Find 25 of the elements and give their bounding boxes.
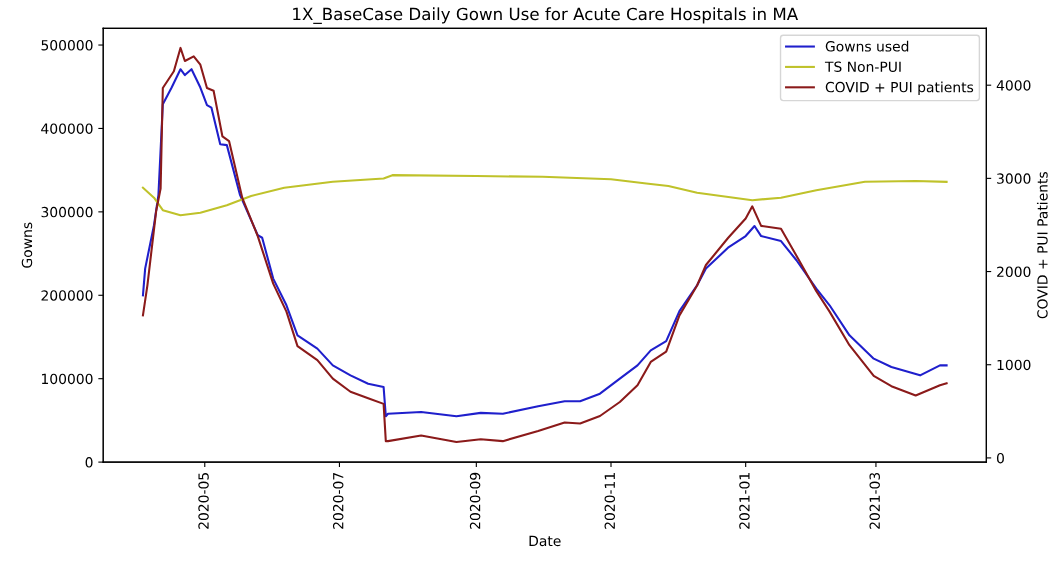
y2-axis-title: COVID + PUI Patients — [1036, 172, 1048, 319]
y2-tick-label: 1000 — [997, 359, 1031, 371]
legend-label: Gowns used — [825, 40, 909, 52]
x-tick-label: 2020-07 — [332, 473, 344, 529]
line-series — [141, 174, 948, 217]
y2-tick-label: 2000 — [997, 266, 1031, 278]
y2-tick-label: 3000 — [997, 173, 1031, 184]
y2-tick-label: 4000 — [996, 80, 1031, 91]
y-axis-title: Gowns — [21, 222, 33, 268]
x-axis-title: Date — [529, 535, 561, 547]
y-tick-label: 200000 — [41, 290, 93, 301]
x-tick-label: 2020-05 — [198, 473, 209, 529]
x-tick-label: 2020-09 — [469, 472, 481, 529]
y-tick-label: 300000 — [41, 206, 93, 218]
y-tick-label: 100000 — [41, 373, 93, 385]
legend-label: TS Non-PUI — [824, 61, 901, 72]
chart-title: 1X_BaseCase Daily Gown Use for Acute Care Hospitals in MA — [293, 7, 799, 24]
x-tick-label: 2021-01 — [739, 473, 750, 529]
y-tick-label: 400000 — [41, 123, 93, 134]
legend-label: COVID + PUI patients — [825, 81, 974, 96]
x-tick-label: 2020-11 — [604, 473, 616, 529]
y2-tick-label: 0 — [996, 452, 1004, 464]
x-tick-label: 2021-03 — [869, 472, 880, 529]
y-tick-label: 500000 — [41, 40, 93, 51]
y-tick-label: 0 — [85, 457, 93, 468]
